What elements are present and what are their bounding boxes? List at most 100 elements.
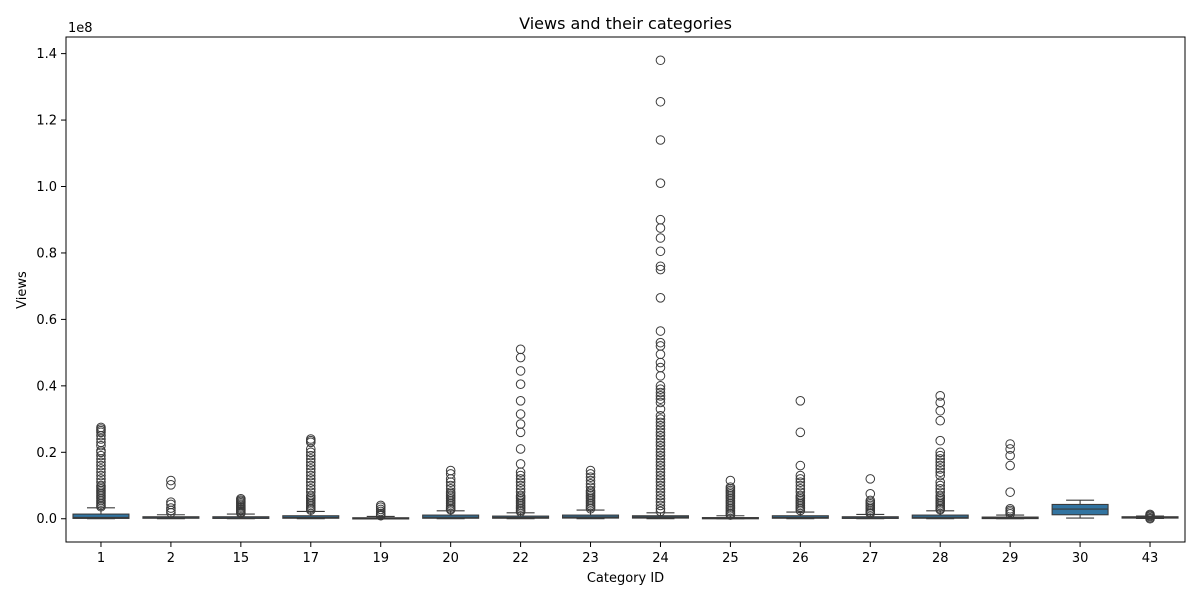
outlier-point [305,447,316,458]
outlier-point [1005,444,1015,454]
ticks-layer: 0.0 0.2 0.4 0.6 0.8 1.0 1.2 1.4 1 2 15 17 19 20 22 23 24… [36,47,1158,566]
box-group-28 [911,391,969,520]
outlier-point [515,427,526,438]
outlier-point [655,420,666,431]
x-tick-label: 29 [1002,551,1019,566]
outlier-point [96,430,106,441]
y-axis-multiplier: 1e8 [68,21,93,36]
outlier-point [655,500,666,511]
outlier-point [515,467,526,478]
outlier-point [655,484,666,494]
outlier-point [96,470,106,481]
outlier-point [795,470,806,481]
outlier-point [1005,460,1015,471]
outlier-point [96,454,106,464]
y-tick-label: 0.6 [36,313,57,328]
x-tick-label: 27 [862,551,879,566]
box-group-20 [422,465,480,520]
outlier-point [655,444,666,454]
outlier-point [935,454,946,464]
box-group-43 [1121,509,1179,524]
x-axis-label: Category ID [587,571,664,586]
box-group-24 [631,55,689,520]
outlier-point [655,487,666,497]
outlier-point [655,490,666,501]
y-tick-label: 0.2 [36,446,57,461]
outlier-point [515,474,526,484]
outlier-point [96,450,106,461]
x-tick-label: 20 [442,551,459,566]
outlier-point [655,96,666,107]
outlier-point [935,504,946,515]
outlier-point [515,409,526,419]
x-tick-label: 25 [722,551,739,566]
box-group-26 [771,395,829,520]
outlier-point [305,505,316,515]
outlier-point [655,454,666,464]
outlier-point [96,464,106,474]
outlier-point [935,464,946,474]
outlier-point [655,261,666,272]
outlier-point [655,497,666,507]
x-tick-label: 28 [932,551,949,566]
outlier-point [305,480,316,491]
outlier-point [236,508,246,518]
outlier-point [935,450,946,461]
outlier-point [305,457,316,468]
outlier-point [935,480,946,491]
outlier-point [655,506,666,517]
outlier-point [865,508,876,519]
outlier-point [655,477,666,487]
y-tick-label: 1.0 [36,180,57,195]
outlier-point [655,467,666,478]
box-group-30 [1051,499,1109,519]
outlier-point [655,434,666,444]
outlier-point [445,504,456,515]
outlier-point [96,460,106,471]
outlier-point [515,395,526,406]
outlier-point [96,434,106,444]
outlier-point [655,457,666,468]
outlier-point [305,464,316,474]
outlier-point [655,371,666,381]
outlier-point [655,246,666,257]
box-group-1 [72,422,130,520]
outlier-point [655,474,666,484]
outlier-point [96,440,106,451]
x-tick-label: 2 [167,551,175,566]
outlier-point [305,477,316,487]
outlier-point [795,505,806,516]
box-group-22 [492,344,550,520]
outlier-point [305,437,316,448]
outlier-point [655,440,666,451]
outlier-point [515,352,526,363]
outlier-point [585,503,596,514]
outlier-point [515,344,526,355]
outlier-point [935,470,946,481]
outlier-point [515,477,526,487]
outlier-point [305,444,316,454]
outlier-point [795,395,806,406]
outlier-point [655,381,666,391]
outlier-point [1005,508,1015,519]
box-group-29 [981,439,1039,520]
outlier-point [515,506,526,517]
outlier-point [96,501,106,512]
outlier-point [166,480,176,490]
outlier-point [305,460,316,471]
outlier-point [725,510,736,520]
outlier-point [655,394,666,404]
outlier-point [655,362,666,373]
outlier-point [935,405,946,416]
outlier-point [166,507,176,518]
x-tick-label: 24 [652,551,669,566]
outlier-point [585,469,596,479]
outlier-point [865,474,876,484]
outlier-point [655,233,666,243]
outlier-point [655,417,666,428]
chart-title: Views and their categories [519,14,732,33]
outlier-point [166,503,176,513]
x-tick-label: 15 [233,551,250,566]
outlier-point [655,223,666,233]
